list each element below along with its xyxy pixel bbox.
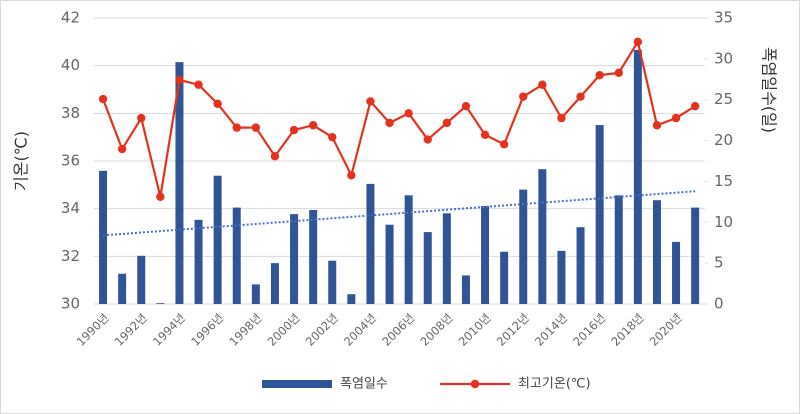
- point: [270, 152, 280, 161]
- bar: [691, 207, 700, 304]
- bar: [652, 200, 661, 304]
- y2-tick-label: 20: [714, 131, 733, 149]
- bar: [519, 189, 528, 304]
- bar: [633, 49, 642, 304]
- y-tick-label: 38: [61, 104, 80, 122]
- y2-tick-label: 10: [714, 213, 733, 231]
- y-tick-label: 42: [61, 9, 80, 27]
- y-tick-label: 34: [61, 199, 80, 217]
- point: [557, 113, 566, 123]
- bar: [290, 214, 299, 304]
- bar: [251, 284, 260, 304]
- point: [213, 99, 222, 109]
- point: [328, 132, 337, 142]
- bar: [404, 195, 413, 304]
- point: [519, 92, 528, 101]
- bar: [500, 251, 509, 304]
- point: [156, 192, 165, 201]
- point: [232, 123, 241, 132]
- bar: [270, 263, 279, 304]
- point: [385, 118, 394, 128]
- legend-label: 폭염일수: [340, 377, 388, 392]
- bar: [232, 207, 241, 304]
- point: [633, 37, 643, 47]
- bar: [194, 219, 203, 304]
- point: [117, 144, 127, 154]
- bar: [175, 62, 184, 304]
- y2-tick-label: 0: [714, 295, 724, 313]
- y2-tick-label: 35: [714, 9, 733, 27]
- y-tick-label: 32: [61, 247, 80, 265]
- bar: [213, 175, 222, 304]
- y-tick-label: 36: [61, 152, 80, 170]
- y2-tick-label: 5: [714, 254, 724, 272]
- y-tick-label: 40: [61, 56, 80, 74]
- legend-swatch: [262, 380, 332, 388]
- bar: [328, 260, 337, 304]
- bar: [423, 232, 432, 304]
- point: [289, 125, 299, 135]
- point: [671, 113, 681, 123]
- point: [98, 94, 108, 104]
- point: [251, 123, 261, 132]
- bar: [672, 241, 681, 304]
- bar: [557, 250, 566, 304]
- point: [137, 113, 146, 123]
- y-axis-title: 기온(℃): [12, 131, 31, 191]
- line: [102, 38, 696, 198]
- bar: [442, 213, 451, 304]
- bar: [309, 210, 318, 304]
- bar: [614, 195, 623, 304]
- bar: [538, 169, 547, 304]
- bar: [118, 273, 127, 304]
- y-tick-label: 30: [61, 295, 80, 313]
- point: [423, 135, 432, 144]
- bar: [156, 303, 165, 304]
- y2-tick-label: 25: [714, 90, 733, 108]
- point: [404, 109, 413, 118]
- point: [480, 130, 490, 139]
- point: [175, 75, 184, 85]
- y2-tick-label: 30: [714, 49, 733, 67]
- point: [614, 68, 623, 78]
- point: [576, 92, 585, 101]
- bar: [99, 170, 108, 304]
- point: [690, 101, 700, 111]
- point: [461, 101, 471, 111]
- bar: [385, 224, 394, 304]
- legend-marker: [470, 379, 480, 389]
- point: [499, 140, 509, 149]
- legend-label: 최고기온(℃): [518, 377, 591, 392]
- bar: [347, 294, 356, 304]
- y2-tick-label: 15: [714, 172, 733, 190]
- bar: [366, 183, 375, 304]
- point: [194, 80, 203, 89]
- point: [366, 97, 375, 106]
- y2-axis-title: 폭염일수(일): [760, 47, 779, 133]
- point: [595, 71, 604, 80]
- point: [652, 121, 662, 130]
- point: [538, 80, 547, 89]
- bar: [137, 255, 146, 304]
- point: [347, 171, 356, 180]
- trend-line: [102, 190, 696, 237]
- point: [442, 118, 452, 128]
- bar: [481, 205, 490, 304]
- bar: [576, 227, 585, 304]
- bar: [595, 125, 604, 304]
- bar: [461, 275, 470, 304]
- point: [308, 121, 318, 130]
